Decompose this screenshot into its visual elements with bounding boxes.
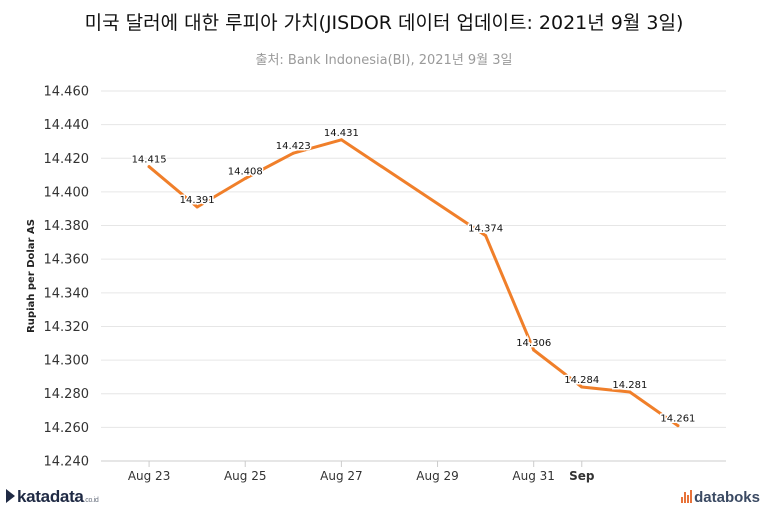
databoks-bars-icon [681,490,693,503]
data-label: 14.415 [132,155,167,166]
data-point [628,390,632,394]
y-tick-label: 14.460 [44,85,90,100]
katadata-logo: katadata.co.id [6,487,99,507]
y-tick-label: 14.420 [44,152,90,167]
x-tick-label: Sep [569,469,595,483]
y-tick-label: 14.240 [44,455,90,470]
data-label: 14.261 [660,414,695,425]
data-point [484,234,488,238]
data-label: 14.306 [516,338,551,349]
y-tick-label: 14.360 [44,253,90,268]
y-tick-label: 14.340 [44,286,90,301]
katadata-wordmark: katadata [17,487,84,506]
data-label: 14.284 [564,375,599,386]
data-point [580,385,584,389]
y-tick-label: 14.400 [44,185,90,200]
y-tick-label: 14.380 [44,219,90,234]
y-tick-label: 14.280 [44,387,90,402]
y-tick-label: 14.300 [44,354,90,369]
databoks-wordmark: databoks [694,489,760,506]
x-tick-label: Aug 31 [512,469,555,483]
data-point [291,151,295,155]
data-point [243,176,247,180]
y-tick-label: 14.260 [44,421,90,436]
series-line [147,138,680,428]
data-label: 14.423 [276,141,311,152]
data-point [676,424,680,428]
x-tick-label: Aug 23 [128,469,171,483]
chart-title: 미국 달러에 대한 루피아 가치(JISDOR 데이터 업데이트: 2021년 … [84,12,684,34]
data-label: 14.281 [612,380,647,391]
data-point [532,348,536,352]
y-axis-title: Rupiah per Dolar AS [26,219,37,333]
data-label: 14.408 [228,166,263,177]
katadata-domain: .co.id [83,497,99,504]
x-tick-label: Aug 27 [320,469,363,483]
x-tick-label: Aug 29 [416,469,459,483]
data-point [147,165,151,169]
chart-subtitle: 출처: Bank Indonesia(BI), 2021년 9월 3일 [255,53,513,68]
x-tick-label: Aug 25 [224,469,267,483]
data-label: 14.431 [324,128,359,139]
data-point [339,138,343,142]
data-point [195,205,199,209]
y-tick-label: 14.440 [44,118,90,133]
data-label: 14.391 [180,195,215,206]
y-tick-label: 14.320 [44,320,90,335]
data-label: 14.374 [468,224,503,235]
katadata-mark-icon [6,489,15,503]
databoks-logo: databoks [681,489,760,506]
